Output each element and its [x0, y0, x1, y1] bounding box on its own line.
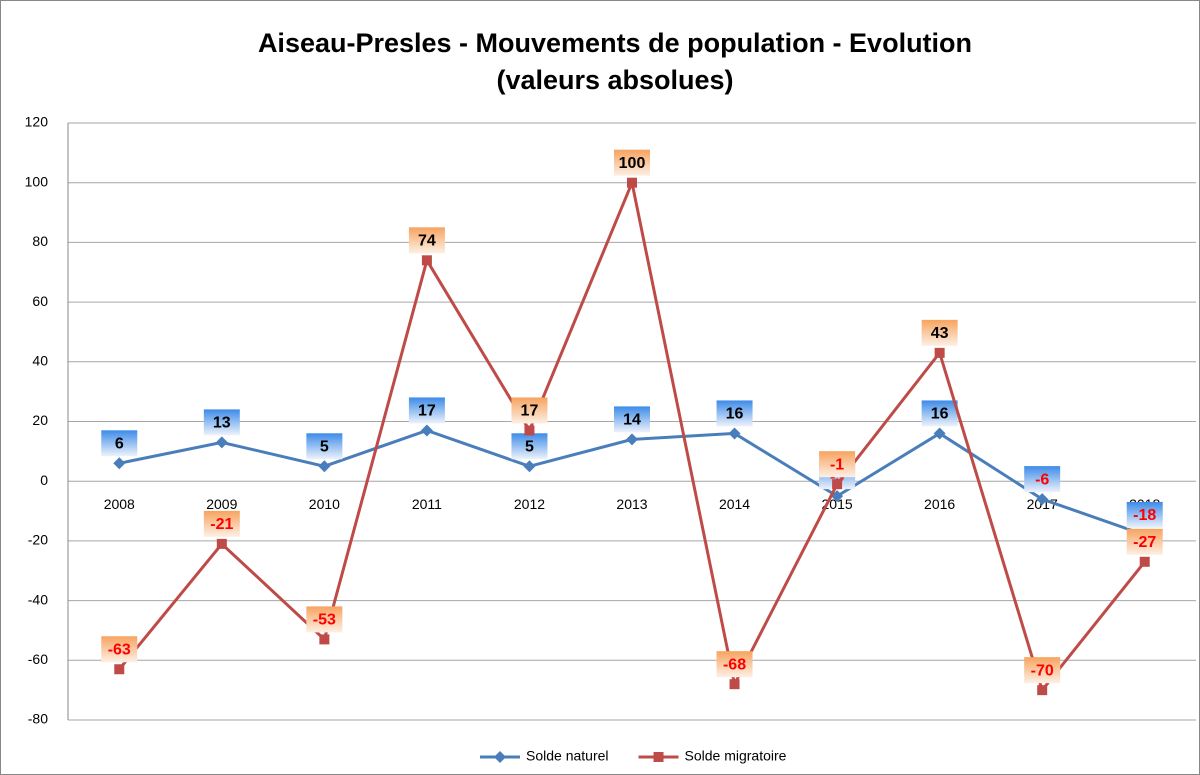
data-label-box [408, 227, 445, 254]
data-label-box [203, 510, 240, 537]
y-tick-label: 60 [32, 293, 48, 309]
data-label-box [101, 430, 138, 457]
y-tick-label: 100 [25, 173, 49, 189]
marker [420, 424, 433, 437]
data-label: 6 [115, 436, 124, 453]
y-tick-label: 40 [32, 353, 48, 369]
y-tick-label: -20 [28, 532, 48, 548]
data-label-box [614, 149, 650, 176]
y-tick-label: -60 [28, 651, 48, 667]
x-tick-label: 2011 [412, 496, 442, 512]
data-label-box [101, 636, 138, 663]
marker [627, 177, 637, 188]
data-label-box [306, 433, 343, 460]
data-label: 13 [213, 415, 231, 432]
x-tick-label: 2008 [104, 496, 135, 512]
marker [216, 538, 227, 549]
data-label-box [203, 409, 240, 436]
data-label: 14 [623, 412, 641, 429]
data-label-box [614, 406, 650, 433]
data-label: 16 [726, 406, 744, 423]
marker [523, 460, 536, 473]
data-label: -68 [723, 656, 746, 673]
x-tick-label: 2009 [206, 496, 237, 512]
data-label: 43 [931, 325, 949, 342]
legend-marker [653, 752, 664, 762]
y-tick-label: 80 [32, 233, 48, 249]
data-label-box [819, 451, 856, 478]
y-tick-label: 120 [25, 114, 49, 130]
data-label-box [408, 397, 445, 424]
data-label: -18 [1133, 507, 1156, 524]
x-tick-label: 2016 [924, 496, 955, 512]
data-label: 5 [525, 438, 534, 455]
data-label-box [1024, 657, 1061, 684]
data-label: 100 [619, 155, 646, 172]
data-label: 17 [521, 403, 539, 420]
data-label: -53 [313, 612, 336, 629]
x-tick-label: 2013 [616, 496, 647, 512]
data-label: 16 [931, 406, 949, 423]
data-label: 17 [418, 403, 436, 420]
data-label-box [716, 400, 753, 427]
marker [215, 436, 228, 449]
marker [524, 425, 535, 436]
marker [832, 479, 843, 490]
marker [933, 427, 946, 440]
data-label-box [1126, 528, 1163, 555]
chart-subtitle: (valeurs absolues) [496, 65, 733, 95]
data-label: -63 [108, 641, 131, 658]
data-label: -21 [210, 516, 233, 533]
data-label-box [1126, 501, 1163, 528]
data-label: 74 [418, 233, 436, 250]
marker [934, 347, 945, 358]
data-label-box [511, 433, 548, 460]
data-label: -70 [1031, 662, 1054, 679]
y-tick-label: 0 [40, 472, 48, 488]
x-tick-label: 2014 [719, 496, 750, 512]
data-label: 5 [320, 438, 329, 455]
data-label: -6 [1035, 471, 1049, 488]
data-label-box [1024, 466, 1061, 493]
legend-label: Solde migratoire [685, 748, 787, 764]
marker [729, 679, 740, 690]
data-label-box [921, 400, 958, 427]
data-label: -1 [830, 456, 844, 473]
marker [1037, 685, 1048, 696]
y-tick-label: -80 [28, 711, 48, 727]
x-tick-label: 2010 [309, 496, 340, 512]
marker [1036, 493, 1049, 506]
marker [319, 634, 330, 645]
data-label: -27 [1133, 534, 1156, 551]
marker [626, 433, 638, 446]
y-tick-label: 20 [32, 412, 48, 428]
data-label-box [921, 319, 958, 346]
x-tick-label: 2012 [514, 496, 545, 512]
marker [114, 664, 125, 675]
legend-marker [494, 751, 506, 763]
marker [1139, 556, 1150, 567]
marker [728, 427, 741, 440]
data-label-box [716, 651, 753, 678]
chart-title: Aiseau-Presles - Mouvements de populatio… [258, 28, 972, 58]
y-tick-label: -40 [28, 591, 48, 607]
data-label-box [511, 397, 548, 424]
marker [318, 460, 331, 473]
marker [113, 457, 126, 470]
marker [421, 255, 432, 266]
data-label-box [306, 606, 343, 633]
legend-label: Solde naturel [526, 748, 609, 764]
